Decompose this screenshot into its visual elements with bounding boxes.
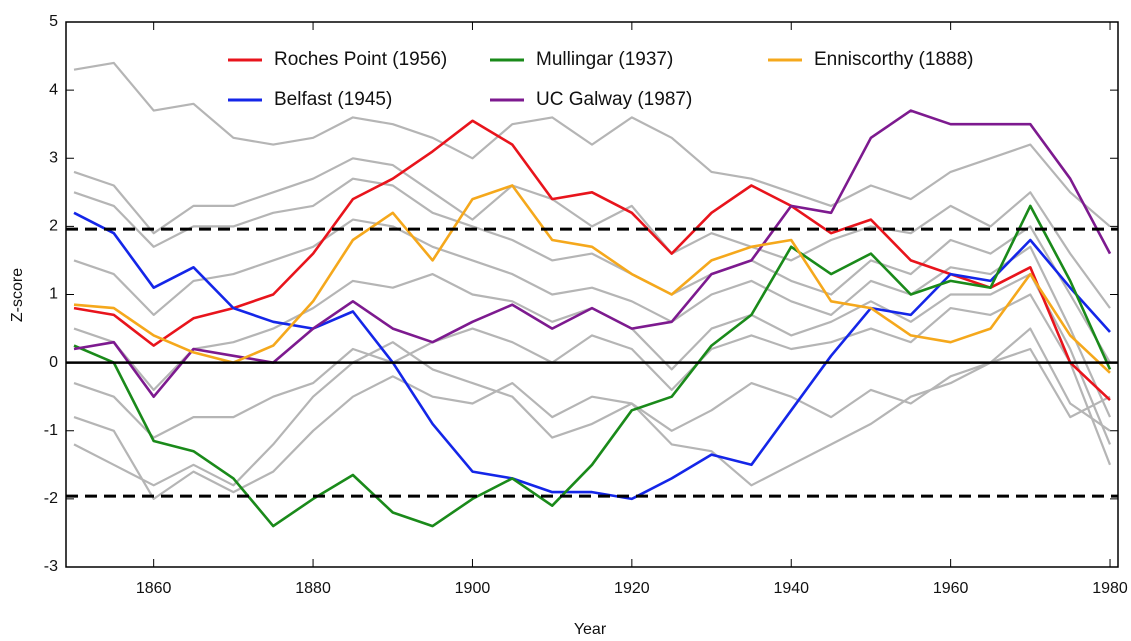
series-line [73, 184, 1111, 374]
legend-label: Mullingar (1937) [536, 49, 673, 70]
legend-label: UC Galway (1987) [536, 89, 692, 110]
plot-frame [65, 21, 1119, 568]
x-axis-label: Year [574, 621, 607, 638]
x-tick-label: 1880 [295, 580, 331, 597]
y-tick-label: 5 [49, 13, 58, 30]
background-line [73, 61, 1111, 228]
background-line [73, 157, 1111, 309]
y-tick-label: -1 [44, 422, 58, 439]
background-line [73, 273, 1112, 445]
legend-label: Enniscorthy (1888) [814, 49, 973, 70]
background-line [73, 327, 1111, 500]
x-tick-label: 1940 [773, 580, 809, 597]
background-line [73, 218, 1112, 418]
legend-label: Belfast (1945) [274, 89, 392, 110]
x-tick-label: 1860 [136, 580, 172, 597]
y-tick-label: 4 [49, 81, 58, 98]
x-tick-label: 1960 [933, 580, 969, 597]
y-tick-label: -3 [44, 558, 58, 575]
y-axis-label: Z-score [9, 268, 26, 322]
legend-label: Roches Point (1956) [274, 49, 447, 70]
series-line [73, 119, 1111, 402]
y-tick-label: 0 [49, 354, 58, 371]
x-tick-label: 1920 [614, 580, 650, 597]
y-tick-label: -2 [44, 490, 58, 507]
y-tick-label: 3 [49, 149, 58, 166]
y-tick-label: 1 [49, 286, 58, 303]
series-line [73, 211, 1111, 501]
background-line [73, 177, 1111, 364]
x-tick-label: 1900 [455, 580, 491, 597]
background-line [73, 293, 1112, 466]
background-line [73, 341, 1111, 487]
y-tick-label: 2 [49, 218, 58, 235]
x-tick-label: 1980 [1092, 580, 1128, 597]
series-line [73, 204, 1112, 528]
